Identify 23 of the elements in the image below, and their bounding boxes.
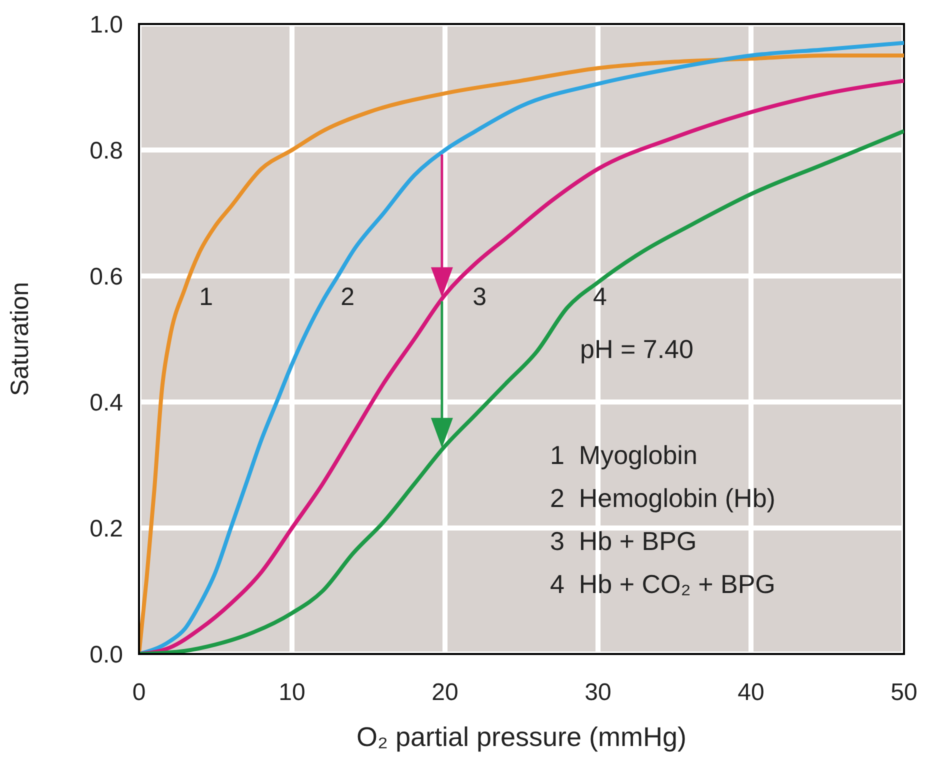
x-tick-label: 30: [584, 679, 612, 706]
x-tick-label: 20: [432, 679, 458, 706]
y-axis-title: Saturation: [6, 282, 34, 396]
y-tick-label: 0.4: [90, 390, 123, 417]
annotation: pH = 7.40: [580, 334, 694, 364]
y-tick-label: 0.6: [90, 264, 123, 291]
x-tick-label: 0: [132, 679, 146, 706]
series-label: 2: [340, 283, 355, 312]
x-tick-label: 40: [738, 679, 764, 706]
annotation: 2 Hemoglobin (Hb): [550, 483, 776, 513]
annotation: 3 Hb + BPG: [550, 526, 697, 556]
series-label: 1: [199, 283, 213, 312]
y-tick-label: 1.0: [90, 12, 123, 39]
x-tick-label: 50: [890, 679, 918, 706]
annotation: 1 Myoglobin: [550, 440, 698, 470]
series-label: 4: [593, 283, 608, 312]
x-axis-title: O₂ partial pressure (mmHg): [356, 722, 687, 752]
annotation: 4 Hb + CO₂ + BPG: [550, 569, 776, 599]
y-tick-label: 0.2: [90, 516, 123, 543]
x-tick-label: 10: [278, 679, 306, 706]
y-tick-label: 0.0: [90, 642, 123, 669]
series-label: 3: [472, 283, 487, 312]
y-tick-label: 0.8: [90, 138, 123, 165]
